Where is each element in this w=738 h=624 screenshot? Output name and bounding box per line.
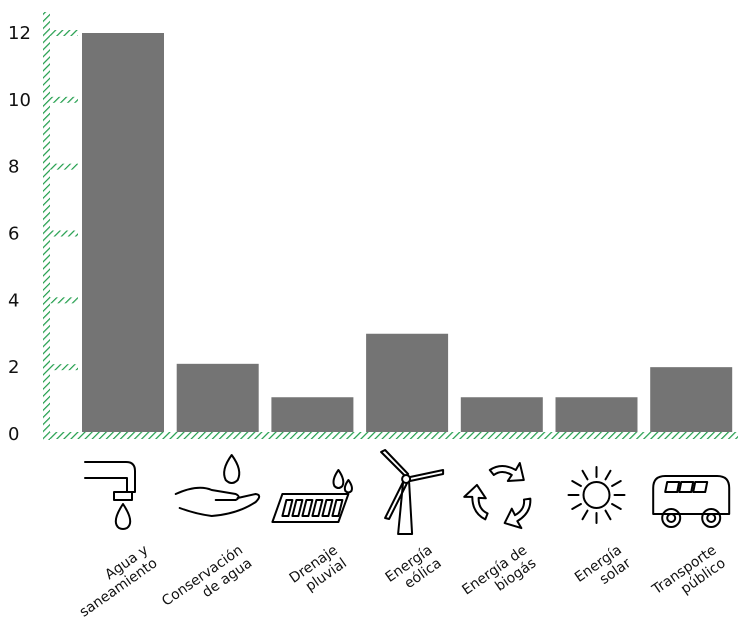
y-tick-label-3: 6 [8,224,19,245]
y-tick-label-1: 2 [8,357,19,378]
bar-1 [176,363,259,434]
sun-icon [567,466,626,524]
drain-grate-icon [271,469,353,523]
y-tick-mark-5 [50,96,78,103]
y-axis-ticks: 0 2 4 6 8 10 12 [8,23,78,445]
bars [82,33,733,434]
category-label-0: Agua ysaneamiento [68,542,161,620]
bus-icon [652,475,731,528]
category-label-2: Drenajepluvial [287,542,350,600]
recycle-icon [463,462,532,530]
category-icons [84,449,731,535]
bar-3 [366,333,449,434]
faucet-drop-icon [84,461,136,530]
category-label-4: Energía debiogás [459,542,539,611]
y-tick-label-0: 0 [8,424,19,445]
x-axis-line [43,432,738,439]
y-tick-label-2: 4 [8,290,19,311]
category-label-6: Transportepúblico [649,542,729,611]
category-label-3: Energíaeólica [383,542,445,599]
y-tick-label-6: 12 [8,23,31,44]
y-tick-label-5: 10 [8,90,31,111]
y-tick-mark-3 [50,230,78,237]
hand-drop-icon [174,454,261,517]
category-label-1: Conservaciónde agua [159,542,255,623]
bar-2 [271,397,354,434]
bar-4 [460,397,543,434]
wind-turbine-icon [380,449,445,535]
bar-0 [82,33,164,434]
y-tick-mark-4 [50,163,78,170]
category-label-5: Energíasolar [572,542,634,599]
y-axis-line [43,12,50,440]
y-tick-mark-2 [50,297,78,304]
bar-6 [650,367,733,434]
y-tick-mark-6 [50,30,78,36]
axes [43,12,738,440]
bar-5 [555,397,638,434]
y-tick-mark-1 [50,364,78,371]
y-tick-label-4: 8 [8,157,19,178]
